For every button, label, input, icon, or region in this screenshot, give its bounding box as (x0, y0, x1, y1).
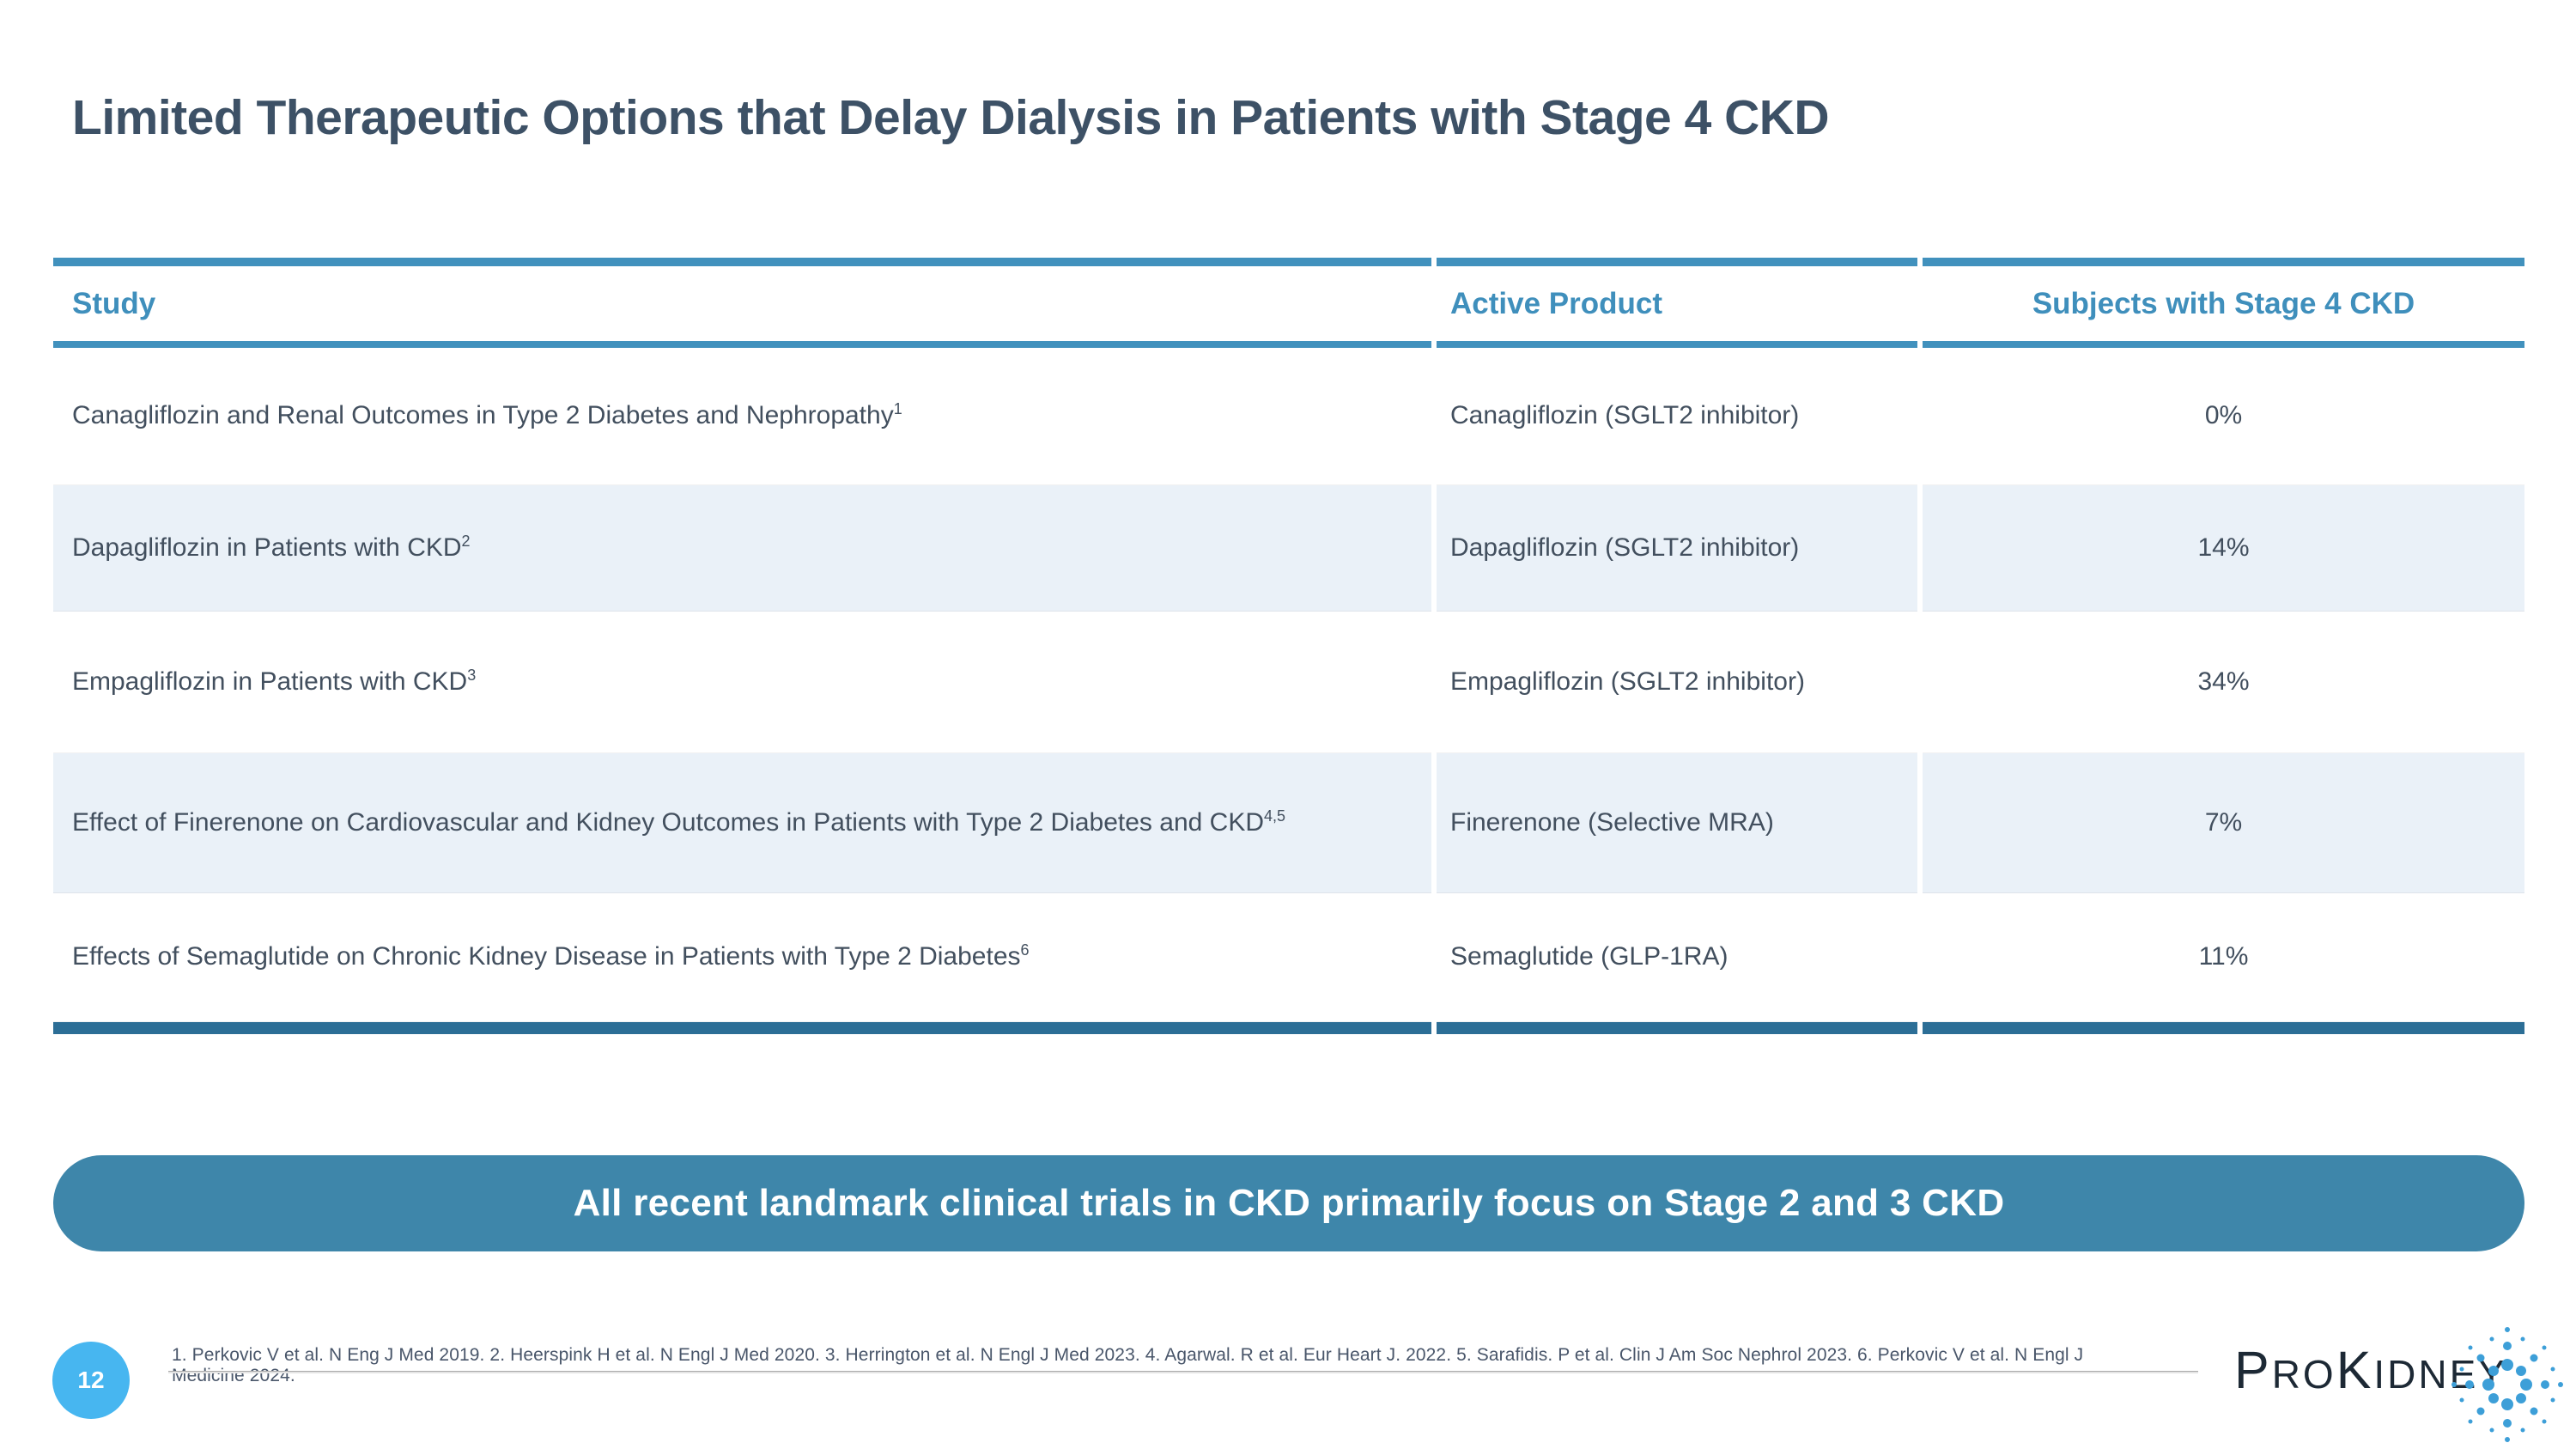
table-header-row: Study Active Product Subjects with Stage… (53, 258, 2524, 348)
subjects-cell: 14% (1923, 485, 2524, 612)
product-cell: Canagliflozin (SGLT2 inhibitor) (1437, 348, 1917, 485)
product-cell: Dapagliflozin (SGLT2 inhibitor) (1437, 485, 1917, 612)
table-bottom-border (53, 1022, 2524, 1034)
study-cell: Effect of Finerenone on Cardiovascular a… (53, 753, 1431, 893)
table-row: Canagliflozin and Renal Outcomes in Type… (53, 348, 2524, 485)
column-header-subjects: Subjects with Stage 4 CKD (1923, 258, 2524, 348)
page-title: Limited Therapeutic Options that Delay D… (72, 90, 1830, 145)
reference-superscript: 3 (467, 666, 477, 684)
takeaway-banner: All recent landmark clinical trials in C… (53, 1155, 2524, 1251)
table-row: Empagliflozin in Patients with CKD3 Empa… (53, 612, 2524, 753)
table-row: Effect of Finerenone on Cardiovascular a… (53, 753, 2524, 893)
references-footnote: 1. Perkovic V et al. N Eng J Med 2019. 2… (172, 1345, 2084, 1385)
page-number: 12 (77, 1367, 105, 1393)
product-cell: Empagliflozin (SGLT2 inhibitor) (1437, 612, 1917, 753)
subjects-cell: 34% (1923, 612, 2524, 753)
study-cell: Canagliflozin and Renal Outcomes in Type… (53, 348, 1431, 485)
study-cell: Empagliflozin in Patients with CKD3 (53, 612, 1431, 753)
table-row: Dapagliflozin in Patients with CKD2 Dapa… (53, 485, 2524, 612)
product-cell: Finerenone (Selective MRA) (1437, 753, 1917, 893)
logo-dots-icon (2451, 1327, 2563, 1442)
page-number-badge: 12 (52, 1342, 130, 1419)
column-header-active-product: Active Product (1437, 258, 1917, 348)
reference-superscript: 4,5 (1264, 807, 1286, 825)
logo-text: P (2234, 1341, 2272, 1399)
study-cell: Effects of Semaglutide on Chronic Kidney… (53, 893, 1431, 1022)
product-cell: Semaglutide (GLP-1RA) (1437, 893, 1917, 1022)
table-row: Effects of Semaglutide on Chronic Kidney… (53, 893, 2524, 1022)
clinical-trials-table: Study Active Product Subjects with Stage… (53, 258, 2524, 1034)
reference-superscript: 1 (893, 400, 902, 418)
takeaway-banner-text: All recent landmark clinical trials in C… (573, 1182, 2005, 1224)
footer-divider (168, 1371, 2198, 1373)
reference-superscript: 6 (1020, 941, 1030, 959)
subjects-cell: 0% (1923, 348, 2524, 485)
column-header-study: Study (53, 258, 1431, 348)
study-cell: Dapagliflozin in Patients with CKD2 (53, 485, 1431, 612)
subjects-cell: 7% (1923, 753, 2524, 893)
reference-superscript: 2 (461, 532, 471, 550)
subjects-cell: 11% (1923, 893, 2524, 1022)
